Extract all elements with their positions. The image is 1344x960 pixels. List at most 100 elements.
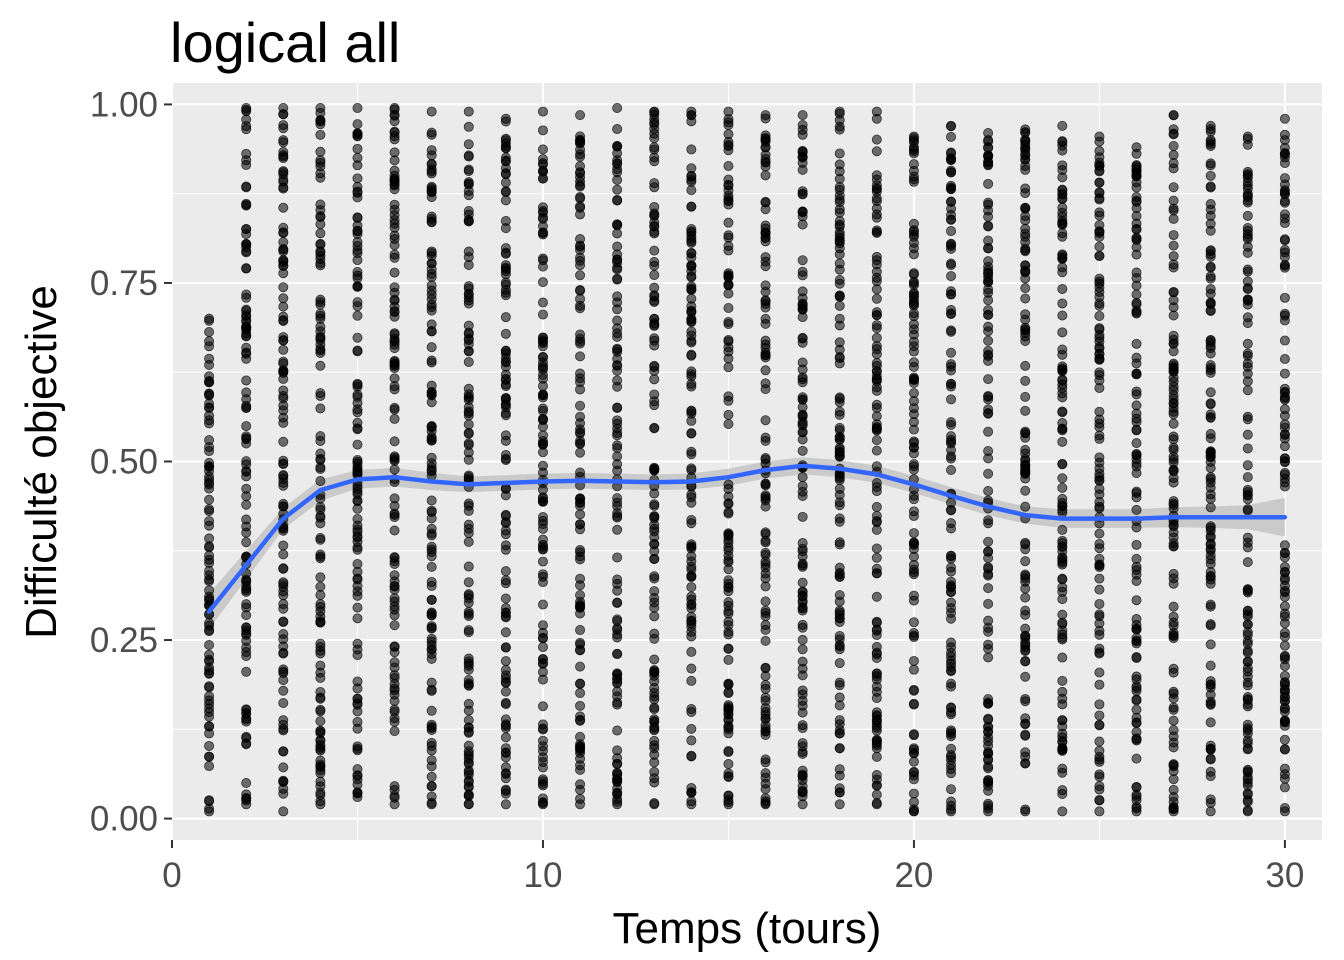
data-point	[797, 151, 808, 162]
data-point	[575, 336, 586, 347]
data-point	[871, 358, 882, 369]
data-point	[352, 130, 363, 141]
data-point	[1094, 231, 1105, 242]
data-point	[575, 300, 586, 311]
data-point	[1168, 472, 1179, 483]
data-point	[204, 618, 215, 629]
data-point	[1168, 376, 1179, 387]
y-axis: 0.00 0.25 0.50 0.75 1.00	[90, 85, 172, 839]
data-point	[537, 336, 548, 347]
data-point	[426, 145, 437, 156]
data-point	[1242, 443, 1253, 454]
data-point	[686, 110, 697, 121]
data-point	[204, 461, 215, 472]
data-point	[278, 405, 289, 416]
data-point	[1279, 561, 1290, 572]
data-point	[946, 523, 957, 534]
data-point	[1131, 242, 1142, 253]
data-point	[575, 545, 586, 556]
data-point	[315, 572, 326, 583]
data-point	[612, 648, 623, 659]
data-point	[1168, 259, 1179, 270]
data-point	[871, 411, 882, 422]
data-point	[1131, 595, 1142, 606]
data-point	[204, 494, 215, 505]
data-point	[1094, 136, 1105, 147]
data-point	[1057, 763, 1068, 774]
data-point	[760, 378, 771, 389]
data-point	[1057, 559, 1068, 570]
data-point	[612, 102, 623, 113]
data-point	[1242, 494, 1253, 505]
data-point	[686, 600, 697, 611]
data-point	[575, 744, 586, 755]
data-point	[1094, 483, 1105, 494]
data-point	[575, 700, 586, 711]
data-point	[241, 622, 252, 633]
data-point	[204, 728, 215, 739]
data-point	[204, 740, 215, 751]
data-point	[908, 288, 919, 299]
data-point	[315, 294, 326, 305]
data-point	[1057, 231, 1068, 242]
data-point	[1242, 532, 1253, 543]
data-point	[389, 402, 400, 413]
data-point	[1094, 584, 1105, 595]
data-point	[946, 419, 957, 430]
data-point	[241, 121, 252, 132]
data-point	[315, 403, 326, 414]
data-point	[946, 603, 957, 614]
data-point	[575, 144, 586, 155]
data-point	[1057, 189, 1068, 200]
data-point	[983, 694, 994, 705]
data-point	[426, 246, 437, 257]
data-point	[500, 642, 511, 653]
data-point	[537, 202, 548, 213]
data-point	[723, 196, 734, 207]
data-point	[871, 307, 882, 318]
data-point	[797, 746, 808, 757]
data-point	[1242, 504, 1253, 515]
data-point	[1057, 493, 1068, 504]
data-point	[463, 609, 474, 620]
data-point	[1205, 124, 1216, 135]
data-point	[686, 735, 697, 746]
data-point	[649, 500, 660, 511]
data-point	[1131, 504, 1142, 515]
data-point	[278, 746, 289, 757]
data-point	[834, 596, 845, 607]
data-point	[797, 511, 808, 522]
data-point	[1168, 150, 1179, 161]
data-point	[1242, 611, 1253, 622]
data-point	[946, 666, 957, 677]
data-point	[1242, 247, 1253, 258]
data-point	[278, 332, 289, 343]
data-point	[908, 698, 919, 709]
data-point	[612, 430, 623, 441]
data-point	[686, 237, 697, 248]
data-point	[204, 761, 215, 772]
data-point	[537, 569, 548, 580]
data-point	[315, 726, 326, 737]
data-point	[278, 668, 289, 679]
data-point	[537, 405, 548, 416]
data-point	[537, 674, 548, 685]
data-point	[389, 657, 400, 668]
data-point	[389, 134, 400, 145]
data-point	[871, 399, 882, 410]
data-point	[241, 732, 252, 743]
data-point	[649, 340, 660, 351]
data-point	[946, 728, 957, 739]
data-point	[1168, 715, 1179, 726]
data-point	[463, 166, 474, 177]
data-point	[1131, 211, 1142, 222]
data-point	[686, 284, 697, 295]
data-point	[1279, 744, 1290, 755]
data-point	[1242, 376, 1253, 387]
data-point	[537, 797, 548, 808]
data-point	[500, 155, 511, 166]
data-point	[871, 543, 882, 554]
data-point	[500, 732, 511, 743]
data-point	[204, 506, 215, 517]
data-point	[649, 144, 660, 155]
